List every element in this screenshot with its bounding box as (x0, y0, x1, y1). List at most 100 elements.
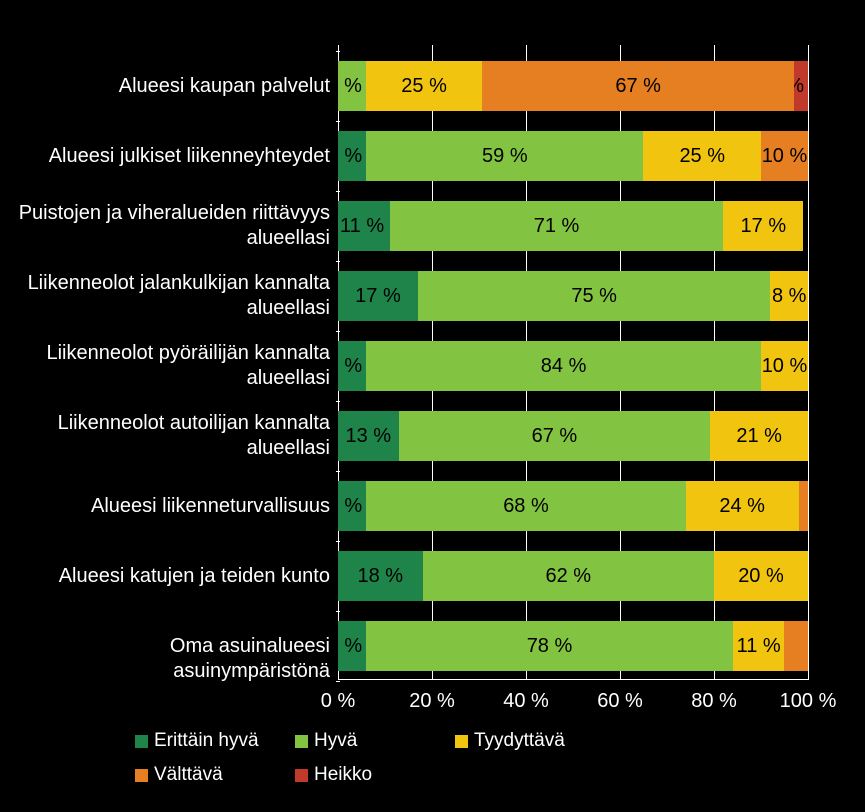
x-tick-label: 20 % (409, 690, 455, 713)
bar-segment-tyydyttava: 8 % (770, 271, 808, 321)
bar-value-label: 3 % (794, 75, 804, 98)
y-category-label: Alueesi liikenneturvallisuus (10, 494, 330, 519)
y-tick (336, 681, 340, 682)
y-tick (336, 121, 340, 122)
bar-segment-heikko: 3 % (794, 61, 808, 111)
bar-segment-tyydyttava: 25 % (643, 131, 761, 181)
x-gridline (808, 45, 809, 680)
bar-segment-hyva: 6 % (338, 61, 366, 111)
bar-segment-valttava (799, 481, 808, 531)
y-category-label: Alueesi kaupan palvelut (10, 74, 330, 99)
bar-segment-erittain_hyva: 17 % (338, 271, 418, 321)
y-category-label: Puistojen ja viheralueiden riittävyys al… (10, 201, 330, 251)
x-tick-label: 100 % (780, 690, 837, 713)
bar-value-label: 17 % (355, 285, 401, 308)
legend-item-heikko: Heikko (295, 764, 435, 786)
bar-row: 6 % 59 % 25 % 10 % (338, 131, 808, 181)
legend-label: Hyvä (314, 730, 357, 752)
x-tick-label: 60 % (597, 690, 643, 713)
legend-item-valttava: Välttävä (135, 764, 275, 786)
legend-swatch (135, 735, 148, 748)
bar-segment-erittain_hyva: 13 % (338, 411, 399, 461)
bar-value-label: 10 % (762, 355, 808, 378)
y-category-label: Liikenneolot autoilijan kannalta alueell… (10, 411, 330, 461)
legend-swatch (455, 735, 468, 748)
bar-value-label: 11 % (340, 215, 384, 238)
bar-segment-erittain_hyva: 6 % (338, 131, 366, 181)
bar-row: 6 %84 %10 % (338, 341, 808, 391)
bar-segment-hyva: 78 % (366, 621, 733, 671)
y-category-label: Liikenneolot pyöräilijän kannalta alueel… (10, 341, 330, 391)
bar-value-label: 6 % (338, 635, 362, 658)
bar-value-label: 24 % (719, 495, 765, 518)
bar-row: 13 % 67 % 21 % (338, 411, 808, 461)
y-tick (336, 541, 340, 542)
bar-value-label: 6 % (338, 495, 362, 518)
y-category-label: Liikenneolot jalankulkijan kannalta alue… (10, 271, 330, 321)
bar-segment-tyydyttava: 20 % (714, 551, 808, 601)
bar-value-label: 25 % (401, 75, 447, 98)
bar-value-label: 18 % (358, 565, 404, 588)
bar-segment-erittain_hyva: 11 % (338, 201, 390, 251)
x-tick-label: 80 % (691, 690, 737, 713)
bar-segment-hyva: 71 % (390, 201, 724, 251)
bar-segment-tyydyttava: 11 % (733, 621, 785, 671)
legend-label: Erittäin hyvä (154, 730, 259, 752)
legend-item-erittain_hyva: Erittäin hyvä (135, 730, 275, 752)
legend-label: Välttävä (154, 764, 223, 786)
bar-value-label: 8 % (772, 285, 806, 308)
legend-item-tyydyttava: Tyydyttävä (455, 730, 595, 752)
bar-segment-tyydyttava: 24 % (686, 481, 799, 531)
bar-segment-valttava: 10 % (761, 131, 808, 181)
bar-row: 18 % 62 % 20 % (338, 551, 808, 601)
bar-row: 6 % 78 % 11 % (338, 621, 808, 671)
y-category-label: Oma asuinalueesi asuinympäristönä (10, 634, 330, 684)
bar-segment-hyva: 67 % (399, 411, 711, 461)
bar-value-label: 71 % (534, 215, 580, 238)
bar-value-label: 20 % (738, 565, 784, 588)
bar-row: 6 % 25 % 67 % 3 % (338, 61, 808, 111)
bar-segment-hyva: 84 % (366, 341, 761, 391)
bar-segment-hyva: 62 % (423, 551, 714, 601)
bar-value-label: 78 % (527, 635, 573, 658)
bar-value-label: 6 % (338, 145, 362, 168)
bar-segment-hyva: 59 % (366, 131, 643, 181)
bar-row: 11 % 71 % 17 % (338, 201, 808, 251)
legend: Erittäin hyvä Hyvä Tyydyttävä Välttävä Heikk… (135, 730, 735, 786)
bar-value-label: 6 % (338, 75, 362, 98)
bar-value-label: 62 % (545, 565, 591, 588)
bar-segment-tyydyttava: 10 % (761, 341, 808, 391)
bar-segment-valttava (784, 621, 808, 671)
bar-segment-tyydyttava: 25 % (366, 61, 482, 111)
legend-swatch (295, 735, 308, 748)
bar-segment-valttava: 67 % (482, 61, 794, 111)
bar-segment-erittain_hyva: 18 % (338, 551, 423, 601)
bar-row: 6 %68 % 24 % (338, 481, 808, 531)
x-tick-label: 40 % (503, 690, 549, 713)
y-tick (336, 401, 340, 402)
bar-value-label: 67 % (615, 75, 661, 98)
bar-value-label: 6 % (338, 355, 362, 378)
bar-segment-hyva: 68 % (366, 481, 686, 531)
legend-swatch (135, 769, 148, 782)
bar-value-label: 10 % (762, 145, 808, 168)
legend-item-hyva: Hyvä (295, 730, 435, 752)
y-category-label: Alueesi julkiset liikenneyhteydet (10, 144, 330, 169)
y-category-label: Alueesi katujen ja teiden kunto (10, 564, 330, 589)
bar-value-label: 17 % (741, 215, 787, 238)
bar-segment-tyydyttava: 17 % (723, 201, 803, 251)
bar-value-label: 25 % (679, 145, 725, 168)
bar-value-label: 75 % (571, 285, 617, 308)
bar-segment-erittain_hyva: 6 % (338, 341, 366, 391)
x-tick-label: 0 % (321, 690, 355, 713)
chart-plot-area: 6 % 25 % 67 % 3 % 6 % 59 % 25 % 10 % 11 % 71 % 17 … (338, 45, 808, 680)
bar-segment-erittain_hyva: 6 % (338, 621, 366, 671)
bar-segment-hyva: 75 % (418, 271, 771, 321)
bar-segment-tyydyttava: 21 % (710, 411, 808, 461)
legend-swatch (295, 769, 308, 782)
plot: 6 % 25 % 67 % 3 % 6 % 59 % 25 % 10 % 11 % 71 % 17 … (338, 45, 808, 680)
bar-value-label: 59 % (482, 145, 528, 168)
bar-value-label: 21 % (736, 425, 782, 448)
bar-value-label: 67 % (532, 425, 578, 448)
legend-label: Tyydyttävä (474, 730, 565, 752)
